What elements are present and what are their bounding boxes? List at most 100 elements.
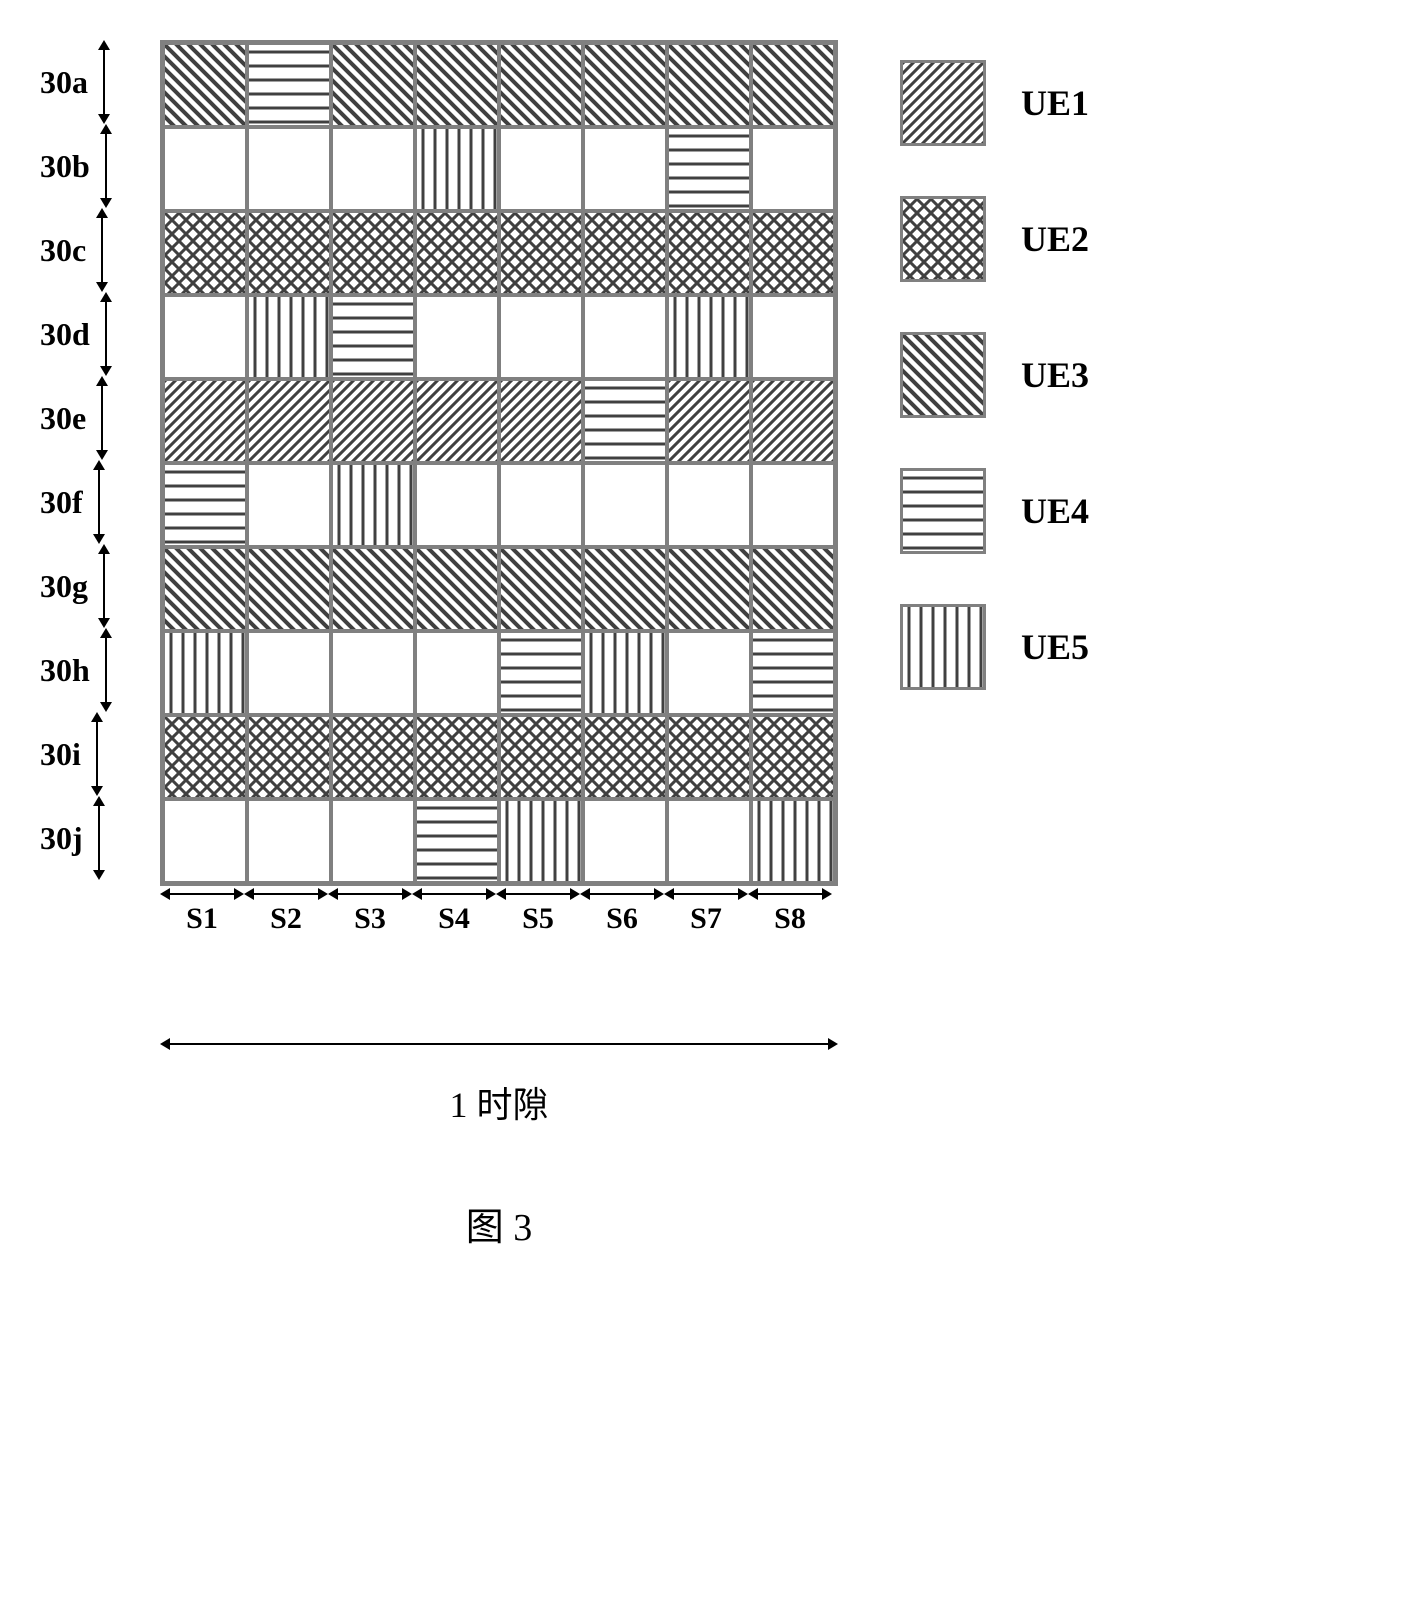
grid-cell xyxy=(247,379,331,463)
col-label: S6 xyxy=(580,886,664,936)
grid-cell xyxy=(667,799,751,883)
grid-cell xyxy=(583,379,667,463)
grid-cell xyxy=(751,211,835,295)
legend-label: UE3 xyxy=(1021,354,1089,396)
grid-cell xyxy=(583,127,667,211)
row-label: 30e xyxy=(40,376,110,460)
row-label: 30g xyxy=(40,544,112,628)
row-label: 30c xyxy=(40,208,110,292)
legend-item: UE5 xyxy=(900,604,1089,690)
grid-cell xyxy=(583,715,667,799)
timeslot-arrow xyxy=(160,1036,838,1052)
legend-label: UE4 xyxy=(1021,490,1089,532)
legend-item: UE3 xyxy=(900,332,1089,418)
legend-swatch xyxy=(900,604,986,690)
grid-cell xyxy=(499,631,583,715)
grid-cell xyxy=(247,463,331,547)
legend-label: UE1 xyxy=(1021,82,1089,124)
grid-cell xyxy=(415,547,499,631)
grid-cell xyxy=(667,463,751,547)
row-label: 30i xyxy=(40,712,105,796)
grid-cell xyxy=(163,127,247,211)
grid-cell xyxy=(583,295,667,379)
row-label: 30b xyxy=(40,124,114,208)
grid-cell xyxy=(247,547,331,631)
grid-cell xyxy=(331,463,415,547)
grid-cell xyxy=(247,799,331,883)
grid-cell xyxy=(499,43,583,127)
grid-cell xyxy=(163,631,247,715)
col-label: S7 xyxy=(664,886,748,936)
grid-cell xyxy=(751,547,835,631)
grid-cell xyxy=(751,799,835,883)
legend-label: UE5 xyxy=(1021,626,1089,668)
grid-cell xyxy=(415,211,499,295)
grid-cell xyxy=(667,547,751,631)
grid-cell xyxy=(583,43,667,127)
grid-cell xyxy=(499,211,583,295)
grid-cell xyxy=(751,127,835,211)
grid-cell xyxy=(415,799,499,883)
grid-cell xyxy=(583,463,667,547)
grid-cell xyxy=(499,463,583,547)
grid-cell xyxy=(667,715,751,799)
grid-cell xyxy=(667,295,751,379)
legend-item: UE1 xyxy=(900,60,1089,146)
legend-swatch xyxy=(900,60,986,146)
grid-cell xyxy=(247,631,331,715)
grid-cell xyxy=(331,43,415,127)
grid-cell xyxy=(415,295,499,379)
row-label: 30a xyxy=(40,40,112,124)
row-label: 30d xyxy=(40,292,114,376)
col-label: S8 xyxy=(748,886,832,936)
grid-cell xyxy=(415,43,499,127)
grid-cell xyxy=(331,295,415,379)
grid-cell xyxy=(499,379,583,463)
grid-cell xyxy=(499,295,583,379)
col-label: S3 xyxy=(328,886,412,936)
grid-cell xyxy=(163,379,247,463)
grid-cell xyxy=(247,43,331,127)
grid-cell xyxy=(331,715,415,799)
grid-cell xyxy=(163,715,247,799)
grid-cell xyxy=(751,379,835,463)
legend-item: UE4 xyxy=(900,468,1089,554)
timeslot-label: 1 时隙 xyxy=(160,1076,838,1128)
legend-swatch xyxy=(900,332,986,418)
grid-cell xyxy=(667,211,751,295)
figure-label: 图 3 xyxy=(160,1196,838,1251)
legend-swatch xyxy=(900,196,986,282)
grid-cell xyxy=(415,715,499,799)
grid-cell xyxy=(163,211,247,295)
grid-cell xyxy=(583,631,667,715)
grid-cell xyxy=(751,295,835,379)
grid-cell xyxy=(583,211,667,295)
col-label: S5 xyxy=(496,886,580,936)
grid-cell xyxy=(331,799,415,883)
grid-cell xyxy=(499,799,583,883)
grid-cell xyxy=(667,379,751,463)
legend-label: UE2 xyxy=(1021,218,1089,260)
row-label: 30h xyxy=(40,628,114,712)
grid-cell xyxy=(331,631,415,715)
grid-cell xyxy=(331,127,415,211)
grid-cell xyxy=(247,295,331,379)
grid-cell xyxy=(499,127,583,211)
grid-cell xyxy=(751,715,835,799)
grid-cell xyxy=(415,463,499,547)
col-label: S4 xyxy=(412,886,496,936)
grid-cell xyxy=(667,127,751,211)
grid-cell xyxy=(583,799,667,883)
grid-cell xyxy=(667,631,751,715)
grid-cell xyxy=(247,127,331,211)
grid-cell xyxy=(583,547,667,631)
grid-cell xyxy=(667,43,751,127)
grid-cell xyxy=(499,547,583,631)
grid-cell xyxy=(163,463,247,547)
grid-cell xyxy=(751,631,835,715)
grid-cell xyxy=(247,715,331,799)
grid-cell xyxy=(415,127,499,211)
col-label: S1 xyxy=(160,886,244,936)
grid-cell xyxy=(751,43,835,127)
grid-cell xyxy=(751,463,835,547)
